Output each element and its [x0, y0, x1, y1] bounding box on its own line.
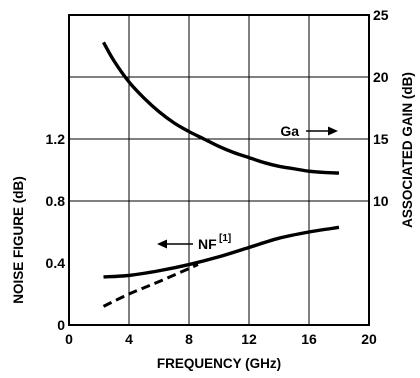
ga-arrowhead	[328, 126, 338, 136]
x-tick-label-8: 8	[185, 331, 193, 347]
ga-annotation: Ga	[280, 123, 338, 139]
y-left-tick-label-0.8: 0.8	[46, 193, 66, 209]
y-axis-label-right: ASSOCIATED GAIN (dB)	[400, 72, 415, 228]
x-tick-label-0: 0	[65, 331, 73, 347]
x-tick-label-16: 16	[301, 331, 317, 347]
nf-annotation-label: NF	[198, 236, 217, 252]
y-left-tick-label-0.4: 0.4	[46, 255, 66, 271]
y-left-tick-label-0: 0	[57, 317, 65, 333]
series-layer	[102, 41, 340, 308]
y-right-tick-label-20: 20	[373, 69, 389, 85]
tick-labels: 0 4 8 12 16 20 0 0.4 0.8 1.2 10 15 20 25	[46, 7, 389, 347]
ga-series-line	[102, 41, 340, 175]
y-axis-label-left: NOISE FIGURE (dB)	[11, 176, 26, 304]
grid	[69, 15, 369, 325]
ga-annotation-label: Ga	[280, 123, 299, 139]
nf-dashed-line	[102, 263, 199, 308]
x-tick-label-4: 4	[125, 331, 133, 347]
nf-annotation: NF [1]	[157, 233, 231, 252]
y-right-tick-label-10: 10	[373, 193, 389, 209]
nf-annotation-superscript: [1]	[219, 233, 231, 244]
x-axis-label: FREQUENCY (GHz)	[157, 356, 281, 371]
y-right-tick-label-25: 25	[373, 7, 389, 23]
y-left-tick-label-1.2: 1.2	[46, 131, 66, 147]
y-right-tick-label-15: 15	[373, 131, 389, 147]
x-tick-label-12: 12	[241, 331, 257, 347]
nf-series-line	[103, 225, 340, 279]
nf-arrowhead	[157, 239, 167, 249]
plot-frame	[68, 14, 370, 326]
x-tick-label-20: 20	[361, 331, 377, 347]
